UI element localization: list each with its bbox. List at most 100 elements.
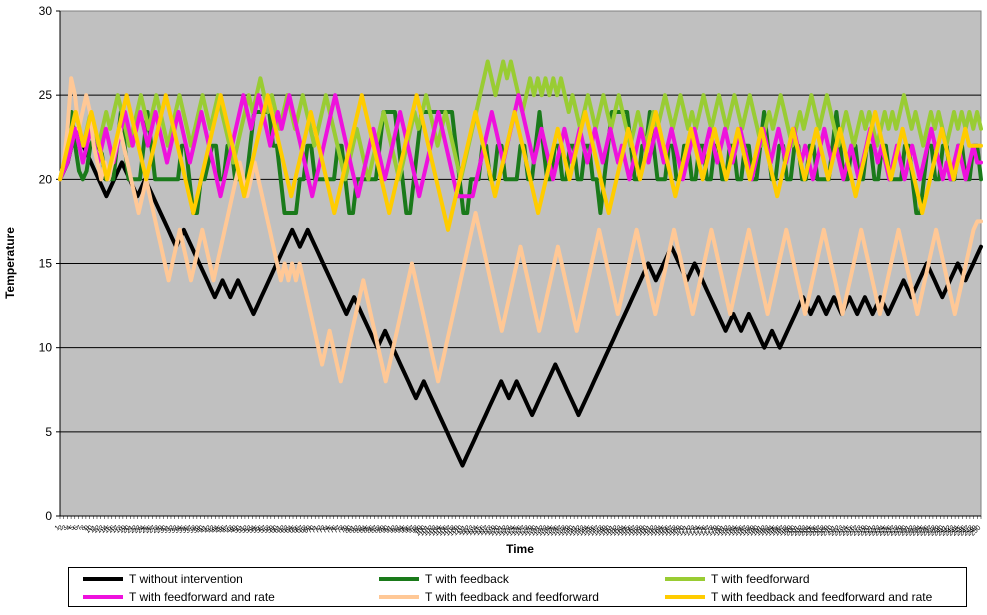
x-tick-label: 45 [214,524,225,535]
x-tick-label: 49 [228,524,239,535]
x-tick-label: 41 [199,524,210,535]
x-tick-label: 20 [121,524,132,535]
x-tick-label: 71 [310,524,321,535]
x-tick-label: 9 [83,524,91,532]
x-tick-label: 47 [221,524,232,535]
y-tick-label: 15 [39,257,53,271]
x-tick-label: 62 [277,524,288,535]
x-tick-label: 59 [265,524,276,535]
x-tick-label: 63 [280,524,291,535]
x-tick-label: 99 [413,524,424,535]
x-tick-label: 46 [217,524,228,535]
x-tick-label: 13 [95,524,106,535]
x-tick-label: 27 [147,524,158,535]
x-tick-label: 78 [336,524,347,535]
legend-swatch [83,595,123,599]
x-tick-label: 67 [295,524,306,535]
x-tick-label: 11 [88,524,98,534]
legend-item-T-with-feedback-and-feedforward-and-rate: T with feedback and feedforward and rate [665,588,932,606]
x-tick-label: 12 [92,524,103,535]
x-tick-label: 16 [106,524,117,535]
x-axis-label: Time [506,542,534,556]
legend-label: T without intervention [129,572,243,586]
x-tick-label: 35 [177,524,188,535]
x-tick-label: 56 [254,524,265,535]
legend-label: T with feedback and feedforward [425,590,599,604]
legend-item-T-with-feedforward-and-rate: T with feedforward and rate [83,588,275,606]
x-tick-label: 32 [166,524,177,535]
x-tick-label: 1 [54,524,62,532]
y-tick-label: 25 [39,88,53,102]
legend-item-T-with-feedforward: T with feedforward [665,570,810,588]
x-tick-label: 14 [99,524,110,535]
x-tick-label: 15 [103,524,114,535]
x-tick-label: 50 [232,524,243,535]
x-tick-label: 74 [321,524,332,535]
x-tick-label: 87 [369,524,380,535]
x-tick-label: 26 [143,524,154,535]
x-tick-label: 90 [380,524,391,535]
series-lines [58,59,983,468]
x-tick-label: 57 [258,524,269,535]
x-tick-label: 55 [251,524,262,535]
x-tick-label: 18 [114,524,125,535]
x-tick-label: 66 [291,524,302,535]
x-tick-label: 48 [225,524,236,535]
legend-item-T-with-feedback-and-feedforward: T with feedback and feedforward [379,588,599,606]
x-tick-label: 21 [125,524,136,535]
legend-item-T-without-intervention: T without intervention [83,570,243,588]
legend-label: T with feedforward and rate [129,590,275,604]
x-tick-label: 75 [325,524,336,535]
y-tick-label: 30 [39,4,53,18]
x-tick-label: 8 [80,524,88,532]
x-tick-label: 91 [384,524,395,535]
series-line-t-with-feedforward-and-rate [58,93,983,199]
x-tick-label: 58 [262,524,273,535]
y-axis-label: Temperature [3,227,17,299]
series-line-t-without-intervention [58,126,983,468]
x-tick-label: 24 [136,524,147,535]
x-tick-label: 25 [140,524,151,535]
x-tick-label: 22 [129,524,140,535]
y-tick-label: 0 [45,509,52,523]
x-tick-label: 3 [61,524,69,532]
x-tick-label: 6 [72,524,80,532]
x-tick-label: 60 [269,524,280,535]
x-tick-label: 95 [399,524,410,535]
series-line-t-with-feedback-and-feedforward [58,76,983,384]
x-tick-label: 31 [162,524,173,535]
x-tick-label: 80 [343,524,354,535]
x-tick-label: 88 [373,524,384,535]
x-tick-label: 4 [65,524,73,532]
x-tick-label: 42 [203,524,214,535]
y-tick-label: 5 [45,425,52,439]
x-tick-label: 10 [84,524,95,535]
x-tick-label: 44 [210,524,221,535]
x-tick-label: 2 [57,524,65,532]
x-tick-label: 54 [247,524,258,535]
x-tick-label: 23 [132,524,143,535]
y-tick-label: 20 [39,172,53,186]
x-tick-label: 17 [110,524,121,535]
x-tick-label: 28 [151,524,162,535]
legend-swatch [665,595,705,599]
legend-swatch [379,577,419,581]
legend-item-T-with-feedback: T with feedback [379,570,509,588]
legend-label: T with feedforward [711,572,810,586]
x-tick-label: 40 [195,524,206,535]
x-tick-label: 77 [332,524,343,535]
x-tick-label: 52 [240,524,251,535]
x-tick-label: 70 [306,524,317,535]
x-tick-label: 97 [406,524,417,535]
x-tick-label: 65 [288,524,299,535]
x-tick-label: 73 [317,524,328,535]
x-tick-label: 76 [328,524,339,535]
x-tick-label: 83 [354,524,365,535]
legend-label: T with feedback and feedforward and rate [711,590,933,604]
x-tick-label: 7 [76,524,84,532]
x-tick-label: 53 [243,524,254,535]
x-tick-label: 93 [391,524,402,535]
x-tick-label: 85 [362,524,373,535]
x-tick-label: 38 [188,524,199,535]
x-tick-label: 69 [302,524,313,535]
